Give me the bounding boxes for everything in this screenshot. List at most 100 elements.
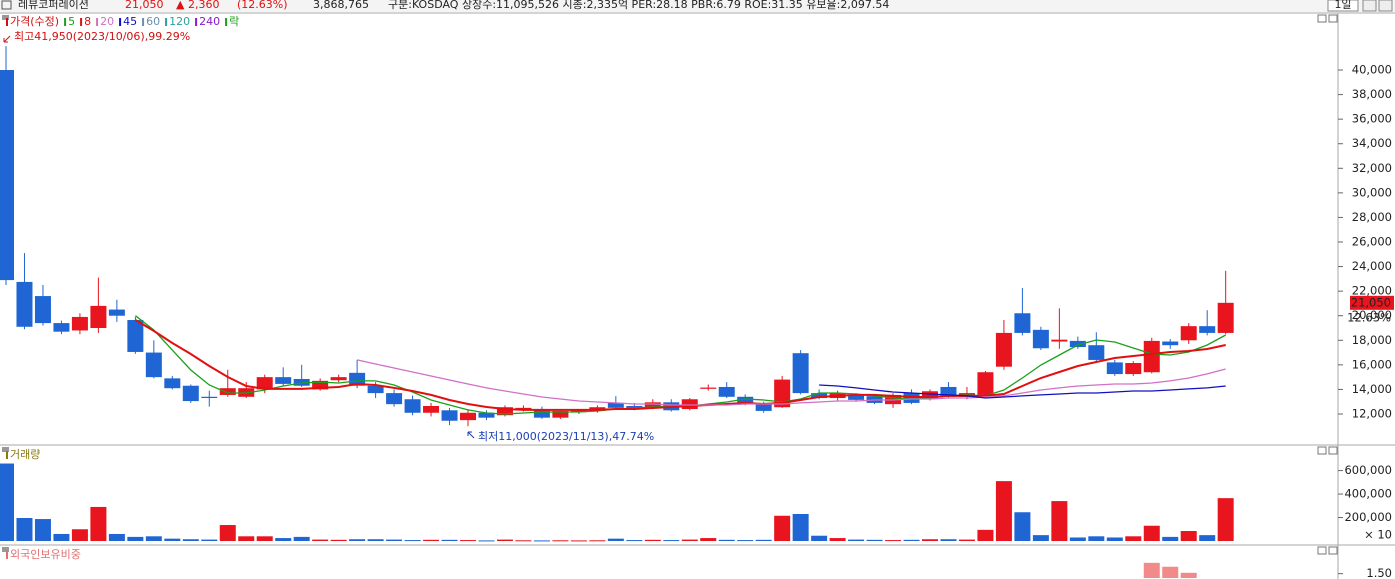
- candle-body: [1199, 326, 1216, 333]
- bar: [1180, 572, 1197, 578]
- candle-body: [1051, 339, 1068, 342]
- legend-label: 60: [146, 15, 160, 28]
- bar: [1143, 562, 1160, 578]
- bar: [386, 539, 403, 541]
- candle-body: [275, 377, 292, 384]
- bar: [182, 539, 199, 541]
- bar: [0, 463, 14, 541]
- change-rate: (12.63%): [237, 0, 288, 11]
- legend-swatch: [142, 18, 145, 26]
- volume: 3,868,765: [313, 0, 369, 11]
- candle-body: [349, 372, 366, 386]
- y-tick-label: 36,000: [1352, 112, 1392, 126]
- y-tick-label: 38,000: [1352, 87, 1392, 101]
- candle-body: [1014, 313, 1031, 333]
- y-tick-label: 20,000: [1352, 308, 1392, 322]
- header-icon: [1, 0, 12, 10]
- candle-body: [755, 402, 772, 411]
- panel-icon[interactable]: [2, 15, 9, 20]
- candle-body: [848, 394, 865, 400]
- last-change: 12.63%: [1347, 310, 1391, 324]
- bar: [349, 539, 366, 541]
- y-tick-label: 22,000: [1352, 284, 1392, 298]
- candle-body: [330, 377, 347, 381]
- y-tick-label: 18,000: [1352, 333, 1392, 347]
- window-button[interactable]: [1362, 0, 1377, 12]
- candle-body: [441, 410, 458, 421]
- panel-button[interactable]: [1317, 546, 1327, 555]
- bar: [626, 540, 643, 542]
- annotation: 최고41,950(2023/10/06),99.29%: [14, 30, 190, 43]
- panel-button[interactable]: [1328, 446, 1338, 455]
- legend-swatch: [96, 18, 99, 26]
- bar: [792, 514, 809, 541]
- price: 21,050: [125, 0, 164, 11]
- ma-line: [819, 384, 1226, 399]
- bar: [958, 539, 975, 541]
- legend-label: 120: [169, 15, 190, 28]
- bar: [1032, 535, 1049, 541]
- panel-icon[interactable]: [2, 547, 9, 552]
- y-tick-label: 600,000: [1344, 463, 1392, 477]
- panel-button[interactable]: [1317, 14, 1327, 23]
- candle-body: [145, 352, 162, 378]
- candle-body: [792, 353, 809, 394]
- ma-line: [356, 359, 1226, 406]
- legend-swatch: [165, 18, 168, 26]
- bar: [496, 539, 513, 541]
- bar: [922, 539, 938, 541]
- bar: [1069, 537, 1086, 541]
- low-arrow: [467, 431, 475, 439]
- bar: [441, 539, 458, 541]
- window-button[interactable]: [1378, 0, 1393, 12]
- candle-body: [367, 385, 384, 394]
- period[interactable]: 1일: [1334, 0, 1351, 11]
- candle-body: [219, 388, 236, 395]
- panel-button[interactable]: [1328, 546, 1338, 555]
- bar: [238, 536, 255, 541]
- panel-button[interactable]: [1317, 446, 1327, 455]
- bar: [1199, 535, 1216, 541]
- candle-body: [718, 386, 735, 397]
- bar: [515, 540, 532, 542]
- info: 구분:KOSDAQ 상장수:11,095,526 시총:2,335억 PER:2…: [388, 0, 889, 11]
- y-tick-label: 12,000: [1352, 406, 1392, 420]
- candle-body: [386, 393, 403, 405]
- candle-body: [108, 309, 125, 316]
- candle-body: [570, 410, 587, 413]
- bar: [1106, 537, 1123, 541]
- high-arrow: [3, 35, 11, 43]
- candle-body: [71, 316, 88, 331]
- candle-body: [1125, 363, 1142, 375]
- candle-body: [404, 399, 421, 413]
- candle-body: [16, 281, 33, 327]
- bar: [589, 540, 606, 542]
- candle-body: [423, 406, 440, 413]
- bar: [478, 540, 495, 542]
- panel-icon[interactable]: [2, 447, 9, 452]
- bar: [811, 535, 828, 541]
- candle-body: [533, 410, 550, 418]
- candle-body: [496, 407, 513, 416]
- y-tick-label: 200,000: [1344, 510, 1392, 524]
- legend-label: 거래량: [10, 448, 40, 461]
- bar: [1088, 536, 1105, 541]
- bar: [866, 539, 883, 541]
- period-button[interactable]: [1327, 0, 1359, 12]
- candle-body: [607, 402, 624, 408]
- legend-label: 240: [199, 15, 220, 28]
- legend-label: 락: [229, 15, 239, 28]
- legend-swatch: [6, 551, 8, 559]
- bar: [774, 515, 791, 541]
- stock-name: 레뷰코퍼레이션: [18, 0, 89, 11]
- candle-body: [478, 412, 495, 418]
- last-price: 21,050: [1351, 295, 1391, 309]
- bar: [1125, 536, 1142, 541]
- bar: [737, 540, 754, 542]
- y-tick-label: 16,000: [1352, 357, 1392, 371]
- candle-body: [644, 402, 661, 408]
- bar: [700, 538, 717, 541]
- candle-body: [1217, 302, 1234, 333]
- panel-button[interactable]: [1328, 14, 1338, 23]
